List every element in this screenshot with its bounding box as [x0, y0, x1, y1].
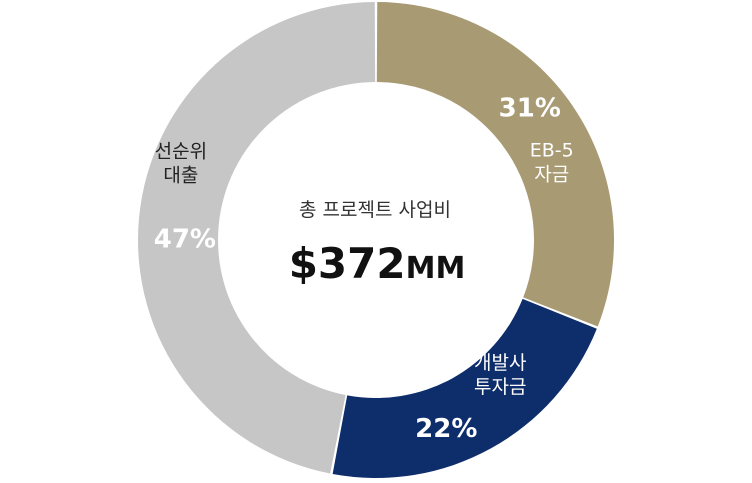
- center-subtitle: 총 프로젝트 사업비: [299, 199, 451, 221]
- slice-2-percent-label: 22%: [415, 414, 477, 444]
- slice-1-category-label: EB-5 자금: [530, 140, 574, 186]
- slice-1-category-line-2: 자금: [534, 164, 569, 186]
- slice-2-category-line-1: 개발사: [474, 352, 526, 374]
- donut-slices: [137, 2, 614, 478]
- center-total: $372MM: [289, 239, 466, 288]
- slice-2: [332, 298, 597, 478]
- slice-labels: 31% EB-5 자금 22% 개발사 투자금 47% 선순위 대출: [154, 94, 574, 444]
- slice-3-category-line-2: 대출: [163, 164, 198, 186]
- slice-3-percent-label: 47%: [154, 224, 216, 254]
- slice-3: [137, 2, 376, 474]
- slice-1-percent-label: 31%: [499, 94, 561, 124]
- slice-2-category-label: 개발사 투자금: [474, 352, 526, 398]
- center-total-unit: MM: [406, 251, 466, 286]
- center-total-value: $372: [289, 239, 406, 288]
- slice-1: [376, 2, 614, 327]
- slice-1-category-line-1: EB-5: [530, 140, 574, 162]
- slice-2-category-line-2: 투자금: [474, 376, 526, 398]
- slice-3-category-label: 선순위 대출: [155, 140, 207, 186]
- slice-3-category-line-1: 선순위: [155, 140, 207, 162]
